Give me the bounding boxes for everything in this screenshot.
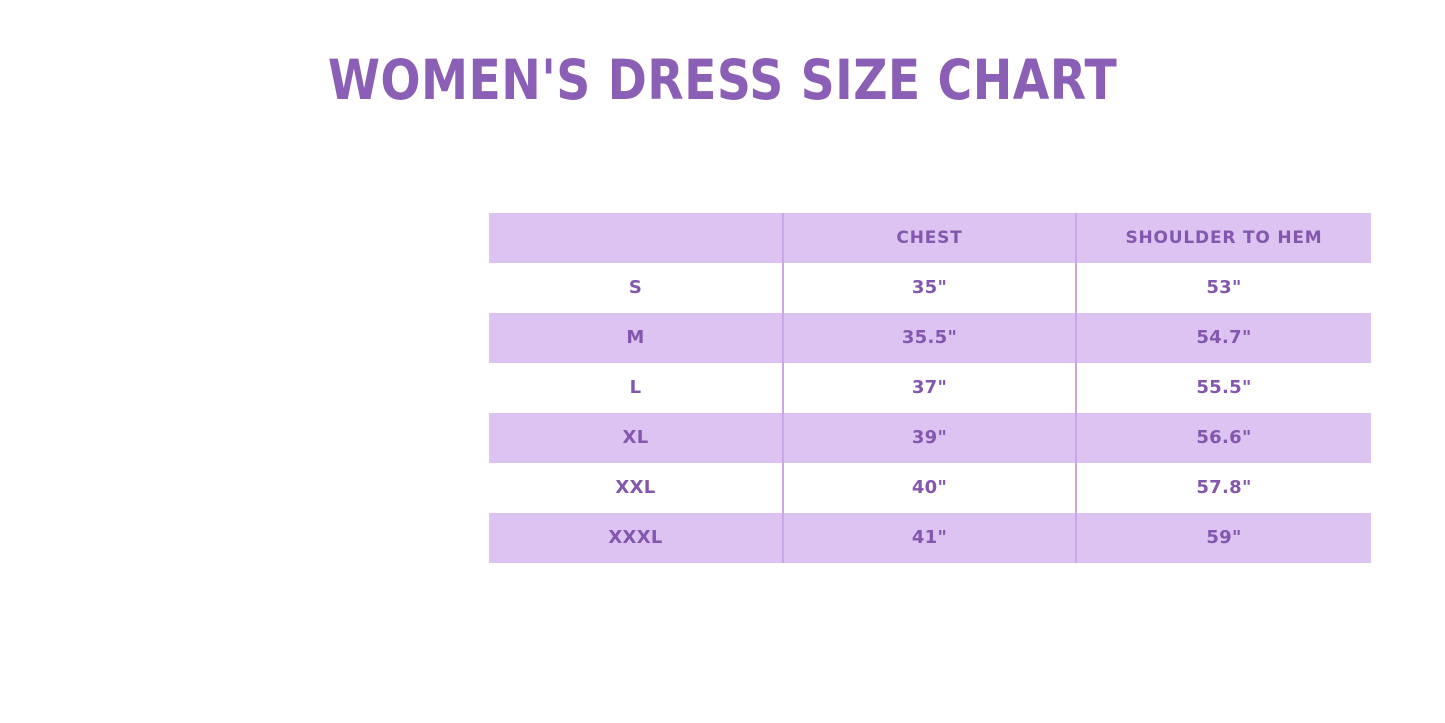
column-header-chest: CHEST	[782, 213, 1076, 263]
table-row: XL 39" 56.6"	[489, 413, 1371, 463]
cell-size: S	[489, 263, 783, 313]
cell-size: L	[489, 363, 783, 413]
cell-shoulder-to-hem: 59"	[1075, 513, 1371, 563]
table-row: L 37" 55.5"	[489, 363, 1371, 413]
table-header: CHEST SHOULDER TO HEM	[489, 213, 1371, 263]
cell-size: XL	[489, 413, 783, 463]
cell-chest: 39"	[782, 413, 1076, 463]
table-body: S 35" 53" M 35.5"	[489, 263, 1371, 563]
cell-size: XXL	[489, 463, 783, 513]
cell-chest: 41"	[782, 513, 1076, 563]
cell-shoulder-to-hem: 54.7"	[1075, 313, 1371, 363]
page-title: WOMEN'S DRESS SIZE CHART	[327, 48, 1118, 112]
table-row: XXL 40" 57.8"	[489, 463, 1371, 513]
cell-chest: 35.5"	[782, 313, 1076, 363]
cell-shoulder-to-hem: 57.8"	[1075, 463, 1371, 513]
column-header-shoulder-to-hem: SHOULDER TO HEM	[1075, 213, 1371, 263]
cell-chest: 40"	[782, 463, 1076, 513]
table-row: S 35" 53"	[489, 263, 1371, 313]
cell-shoulder-to-hem: 55.5"	[1075, 363, 1371, 413]
column-header-size	[489, 213, 783, 263]
cell-chest: 37"	[782, 363, 1076, 413]
cell-shoulder-to-hem: 56.6"	[1075, 413, 1371, 463]
size-chart-table: CHEST SHOULDER TO HEM S 35" 53	[489, 213, 1371, 563]
cell-size: M	[489, 313, 783, 363]
cell-size: XXXL	[489, 513, 783, 563]
cell-chest: 35"	[782, 263, 1076, 313]
table-row: XXXL 41" 59"	[489, 513, 1371, 563]
table-header-row: CHEST SHOULDER TO HEM	[489, 213, 1371, 263]
size-table-container: CHEST SHOULDER TO HEM S 35" 53	[489, 213, 1371, 563]
table-row: M 35.5" 54.7"	[489, 313, 1371, 363]
cell-shoulder-to-hem: 53"	[1075, 263, 1371, 313]
